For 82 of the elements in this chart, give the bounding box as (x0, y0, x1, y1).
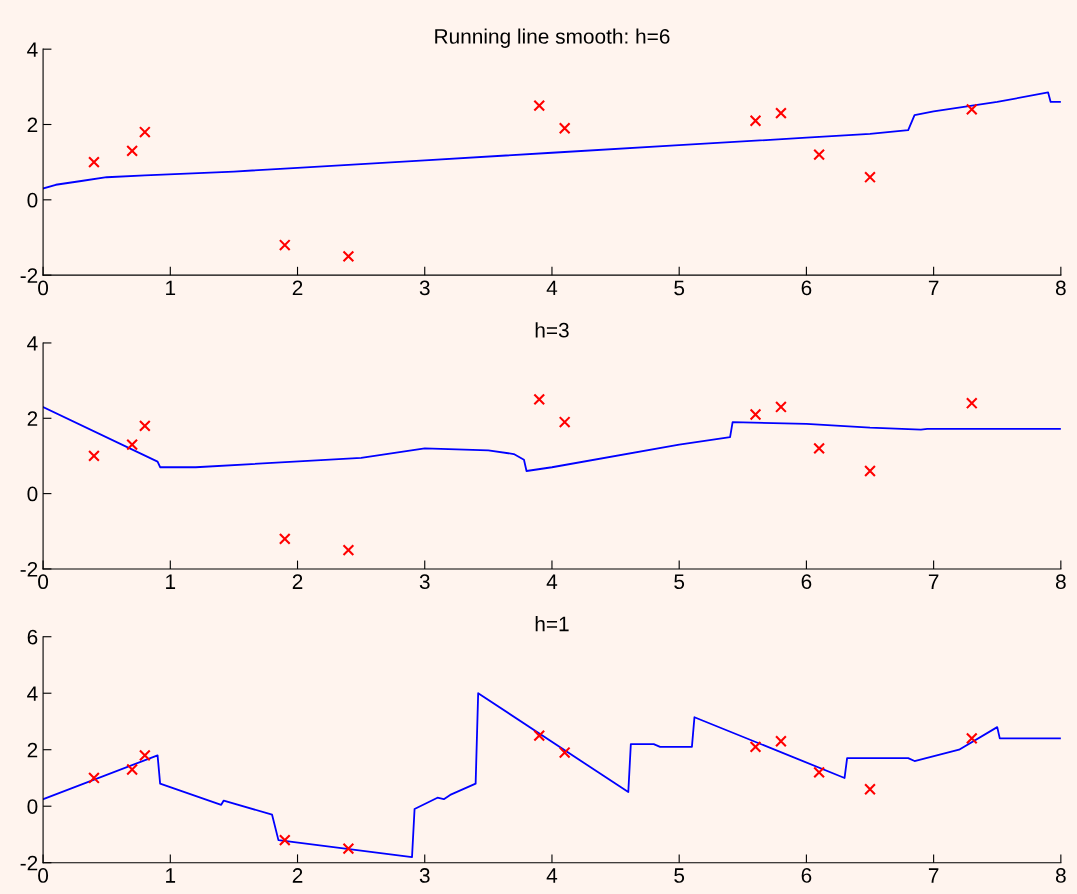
x-tick-label: 7 (928, 280, 939, 296)
point (533, 729, 546, 742)
point (775, 401, 787, 413)
point (558, 416, 571, 428)
point (965, 732, 978, 745)
point (864, 465, 876, 477)
point (813, 442, 826, 455)
x-tick-label: 5 (674, 574, 685, 590)
x-tick-label: 2 (292, 868, 303, 883)
point (813, 766, 826, 779)
point (138, 419, 151, 432)
chart-title: Running line smooth: h=6 (435, 28, 670, 48)
x-tick-label: 0 (38, 280, 49, 296)
x-tick-label: 7 (928, 574, 939, 589)
point (965, 397, 978, 410)
chart-title: h=1 (535, 616, 569, 632)
y-tick-label: 2 (27, 411, 38, 426)
point (342, 250, 355, 263)
point (864, 783, 876, 796)
point (138, 126, 151, 138)
point (88, 772, 100, 784)
point (88, 449, 100, 462)
x-tick-label: 2 (292, 280, 303, 296)
x-tick-label: 5 (674, 868, 685, 883)
y-tick-label: 0 (27, 486, 38, 502)
x-tick-label: 6 (801, 574, 812, 590)
x-tick-label: 4 (546, 280, 558, 296)
x-tick-label: 7 (928, 868, 939, 883)
y-tick-label: -2 (20, 855, 38, 871)
point (965, 103, 978, 116)
x-tick-label: 1 (166, 574, 176, 589)
point (775, 735, 787, 748)
x-tick-label: 8 (1055, 280, 1066, 296)
point (342, 842, 355, 855)
y-tick-label: 4 (27, 686, 38, 701)
line-series (43, 91, 1061, 190)
x-tick-label: 0 (38, 868, 49, 883)
point (126, 144, 139, 157)
point (749, 740, 762, 753)
x-tick-label: 5 (674, 280, 685, 296)
point (558, 122, 571, 135)
x-tick-label: 1 (166, 280, 176, 296)
point (278, 532, 291, 545)
point (138, 749, 151, 762)
x-tick-label: 3 (419, 574, 430, 590)
x-tick-label: 0 (38, 574, 49, 590)
y-tick-label: 6 (27, 629, 38, 645)
point (813, 148, 826, 161)
y-tick-label: -2 (20, 268, 38, 283)
x-tick-label: 6 (801, 868, 812, 883)
y-tick-label: 0 (27, 799, 38, 814)
point (864, 171, 876, 184)
point (126, 763, 139, 776)
x-tick-label: 3 (419, 280, 430, 296)
y-tick-label: 4 (27, 336, 38, 351)
x-tick-label: 4 (546, 868, 558, 883)
point (533, 393, 546, 406)
x-tick-label: 3 (419, 868, 430, 883)
x-tick-label: 6 (801, 280, 812, 296)
point (775, 107, 787, 120)
y-tick-label: -2 (20, 561, 38, 577)
y-tick-label: 2 (27, 742, 38, 758)
y-tick-label: 2 (27, 117, 38, 133)
line-series (43, 692, 1061, 858)
y-tick-label: 4 (27, 42, 38, 57)
point (342, 544, 355, 557)
x-tick-label: 8 (1055, 868, 1066, 883)
point (558, 746, 571, 759)
x-tick-label: 8 (1055, 574, 1066, 590)
point (88, 156, 100, 169)
line-series (43, 406, 1061, 472)
point (533, 99, 546, 112)
point (278, 239, 291, 251)
chart-title: h=3 (535, 322, 569, 338)
point (278, 834, 291, 847)
point (749, 114, 762, 127)
point (126, 438, 139, 451)
x-tick-label: 2 (292, 574, 303, 589)
y-tick-label: 0 (27, 192, 38, 208)
x-tick-label: 4 (546, 574, 558, 589)
point (749, 408, 762, 421)
x-tick-label: 1 (166, 868, 176, 883)
